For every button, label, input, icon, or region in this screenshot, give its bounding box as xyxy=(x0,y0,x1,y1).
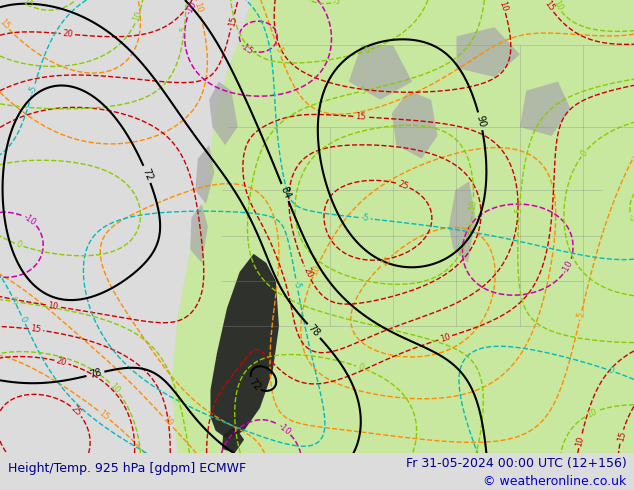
Polygon shape xyxy=(349,46,412,99)
Text: 15: 15 xyxy=(21,0,34,11)
Text: 0: 0 xyxy=(356,363,365,372)
Polygon shape xyxy=(520,82,571,136)
Text: 20: 20 xyxy=(55,356,68,368)
Text: 0: 0 xyxy=(363,46,371,56)
Text: -10: -10 xyxy=(560,259,575,275)
Text: 15: 15 xyxy=(543,0,556,13)
Text: 0: 0 xyxy=(15,240,23,250)
Text: 10: 10 xyxy=(469,199,478,210)
Polygon shape xyxy=(190,204,208,263)
Text: 10: 10 xyxy=(108,381,122,395)
Text: 10: 10 xyxy=(439,332,451,343)
Text: 72: 72 xyxy=(247,377,262,393)
Text: 15: 15 xyxy=(616,430,627,443)
Text: 90: 90 xyxy=(474,114,487,128)
Text: 10: 10 xyxy=(47,301,59,311)
Text: 15: 15 xyxy=(97,408,111,422)
Text: 5: 5 xyxy=(360,86,367,96)
Text: -5: -5 xyxy=(28,84,39,95)
Text: 5: 5 xyxy=(179,25,189,32)
Text: 10: 10 xyxy=(498,0,509,12)
Text: -10: -10 xyxy=(184,0,198,16)
Polygon shape xyxy=(456,27,520,77)
Text: 72: 72 xyxy=(140,167,154,182)
Polygon shape xyxy=(195,145,214,204)
Text: © weatheronline.co.uk: © weatheronline.co.uk xyxy=(483,475,626,489)
Polygon shape xyxy=(210,254,279,440)
Text: 20: 20 xyxy=(62,29,74,39)
Text: 10: 10 xyxy=(585,407,598,419)
Text: 15: 15 xyxy=(227,15,238,27)
Polygon shape xyxy=(171,0,634,453)
Text: 10: 10 xyxy=(160,415,174,428)
Text: 5: 5 xyxy=(11,297,18,307)
Polygon shape xyxy=(392,91,437,159)
Text: 84: 84 xyxy=(278,185,292,200)
Polygon shape xyxy=(449,181,476,263)
Text: -5: -5 xyxy=(626,213,634,223)
Polygon shape xyxy=(209,82,238,145)
Text: 10: 10 xyxy=(132,10,144,23)
Text: 0: 0 xyxy=(18,316,29,324)
Text: -10: -10 xyxy=(22,212,38,227)
Text: Fr 31-05-2024 00:00 UTC (12+156): Fr 31-05-2024 00:00 UTC (12+156) xyxy=(406,457,626,470)
Text: 5: 5 xyxy=(273,46,283,54)
Text: 25: 25 xyxy=(70,404,83,418)
Text: -15: -15 xyxy=(238,41,254,56)
Text: -5: -5 xyxy=(332,0,342,7)
Text: 25: 25 xyxy=(396,179,410,191)
Text: 5: 5 xyxy=(576,312,586,319)
Text: -5: -5 xyxy=(360,213,370,223)
Text: 10: 10 xyxy=(551,0,564,12)
Text: 78: 78 xyxy=(88,368,103,380)
Text: 15: 15 xyxy=(30,324,42,335)
Text: 78: 78 xyxy=(306,323,321,339)
Text: -10: -10 xyxy=(276,421,292,437)
Text: 5: 5 xyxy=(515,208,524,214)
Text: 15: 15 xyxy=(379,254,393,268)
Text: 10: 10 xyxy=(575,435,586,447)
Text: 0: 0 xyxy=(607,366,614,376)
Text: 0: 0 xyxy=(579,148,589,158)
Text: Height/Temp. 925 hPa [gdpm] ECMWF: Height/Temp. 925 hPa [gdpm] ECMWF xyxy=(8,462,246,475)
Text: 15: 15 xyxy=(355,112,366,122)
Text: 10: 10 xyxy=(193,1,204,14)
Text: 15: 15 xyxy=(0,17,11,31)
Polygon shape xyxy=(222,426,244,453)
Text: -5: -5 xyxy=(292,280,302,290)
Text: 10: 10 xyxy=(309,263,322,276)
Text: 20: 20 xyxy=(301,266,314,280)
